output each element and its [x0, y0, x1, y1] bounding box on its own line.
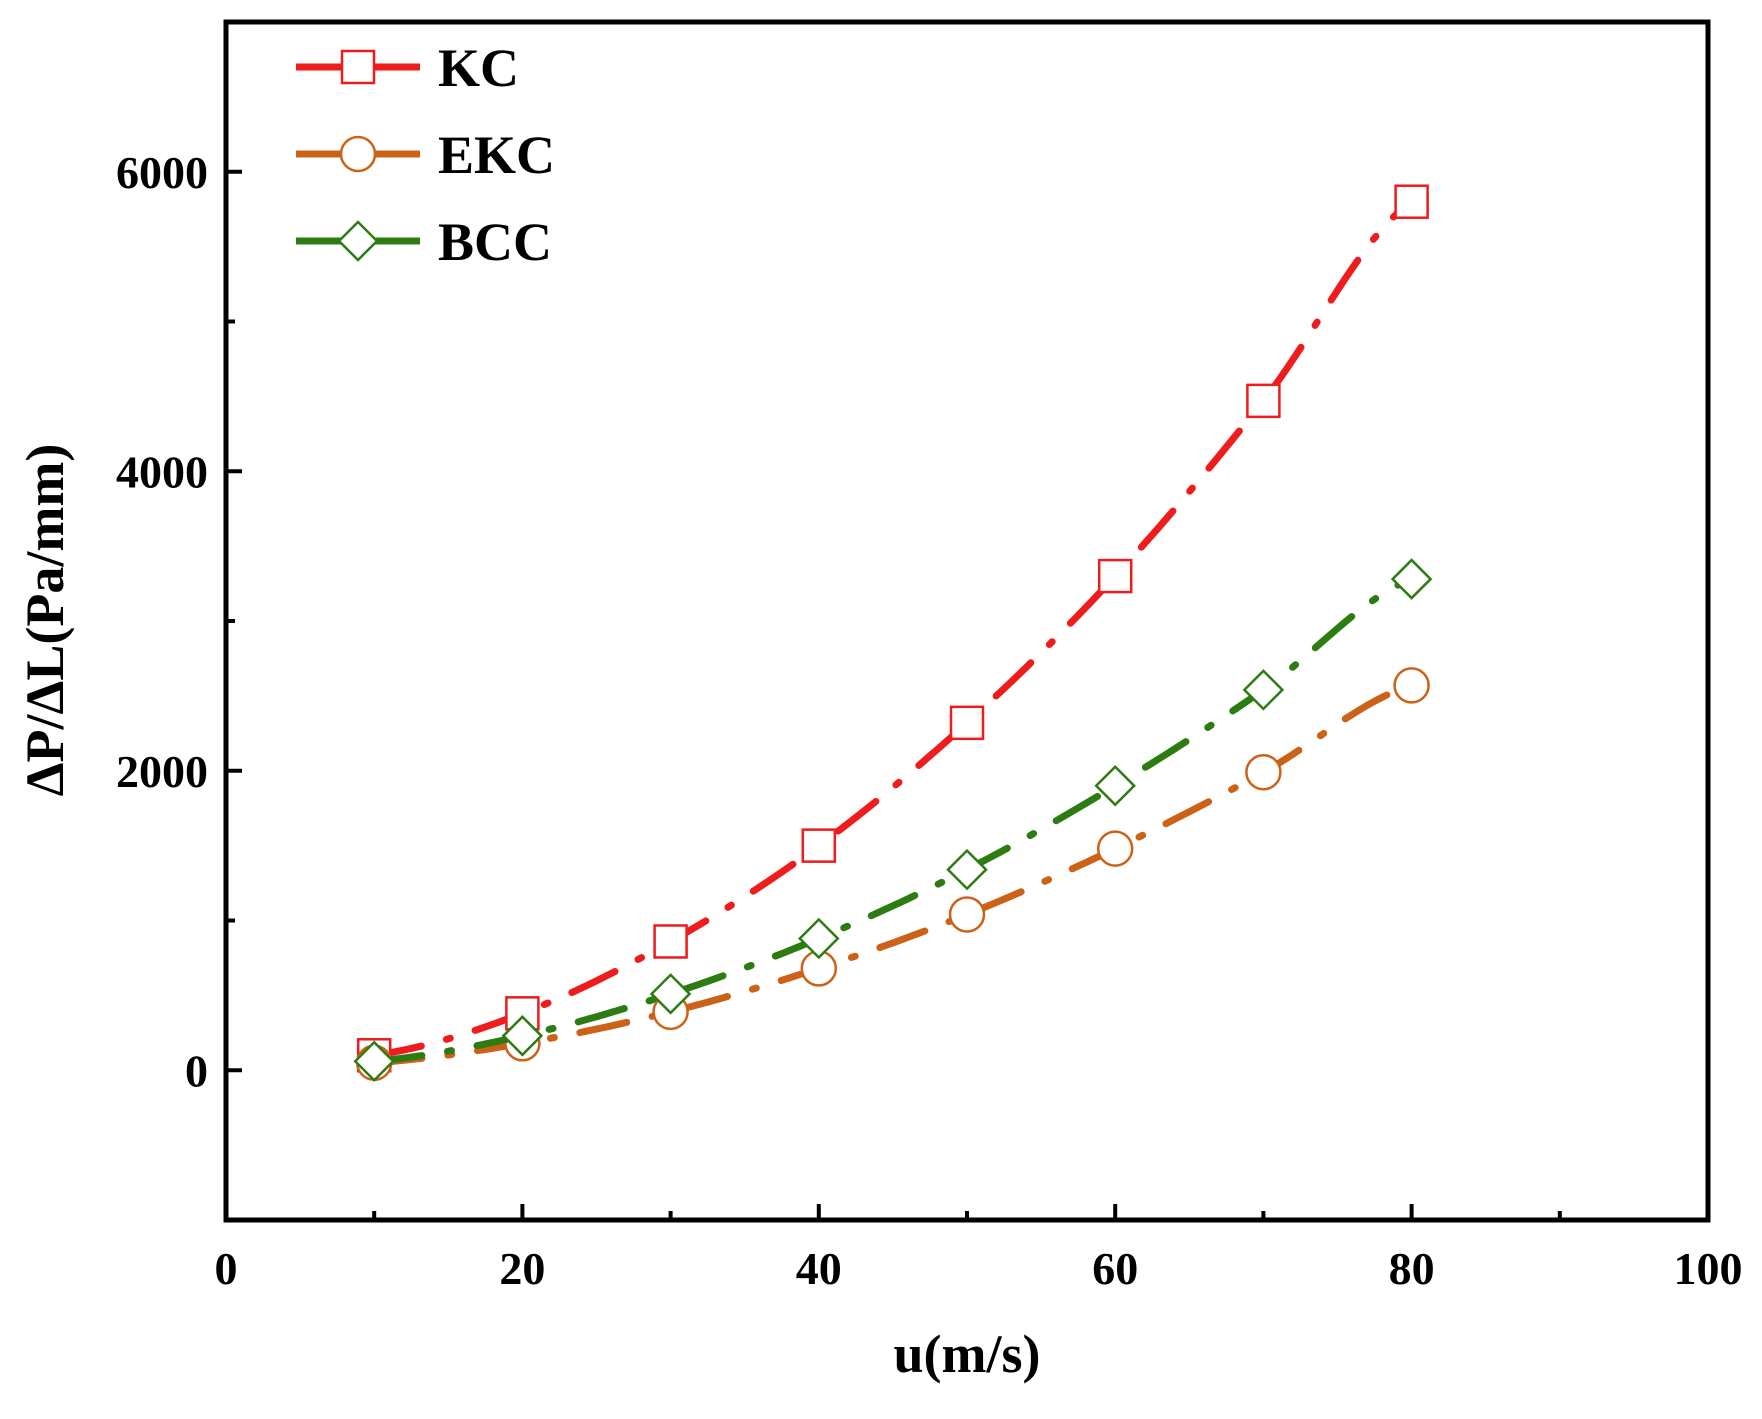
series-line-kc — [370, 198, 1416, 1059]
data-point-ekc — [948, 896, 986, 933]
y-tick-label: 2000 — [116, 746, 208, 797]
y-tick-label: 0 — [185, 1045, 208, 1096]
x-axis-title: u(m/s) — [894, 1324, 1041, 1384]
x-tick-label: 80 — [1389, 1243, 1435, 1294]
series-kc — [356, 184, 1429, 1073]
data-point-bcc — [798, 917, 840, 960]
y-tick-label: 6000 — [116, 147, 208, 198]
x-tick-label: 100 — [1674, 1243, 1743, 1294]
data-point-ekc — [1245, 753, 1282, 791]
data-point-bcc — [501, 1015, 544, 1057]
data-point-kc — [801, 828, 837, 863]
data-point-kc — [1246, 383, 1281, 419]
data-point-bcc — [1390, 558, 1433, 600]
data-point-kc — [1097, 558, 1133, 594]
series-line-bcc — [370, 575, 1416, 1065]
legend-item-ekc: EKC — [296, 125, 555, 185]
data-point-bcc — [1094, 764, 1136, 807]
series-bcc — [353, 558, 1433, 1083]
legend-marker-kc — [340, 49, 376, 85]
data-point-kc — [1394, 184, 1429, 219]
axis-ticks — [224, 20, 1710, 1222]
data-point-bcc — [353, 1040, 395, 1083]
data-point-ekc — [1393, 667, 1430, 704]
legend-marker-ekc — [339, 135, 377, 173]
data-point-kc — [653, 924, 688, 959]
data-point-ekc — [1096, 830, 1134, 867]
data-point-bcc — [946, 848, 988, 891]
legend-label-ekc: EKC — [438, 125, 555, 185]
y-axis-title: ΔP/ΔL(Pa/mm) — [15, 444, 75, 797]
x-tick-label: 40 — [796, 1243, 842, 1294]
legend: KC EKC BCC — [296, 38, 555, 272]
legend-item-bcc: BCC — [296, 212, 552, 272]
legend-label-kc: KC — [438, 38, 519, 98]
data-point-bcc — [1242, 669, 1285, 711]
x-tick-label: 0 — [215, 1243, 238, 1294]
data-point-bcc — [649, 973, 692, 1015]
x-tick-label: 60 — [1092, 1243, 1138, 1294]
y-tick-label: 4000 — [116, 446, 208, 497]
x-tick-label: 20 — [499, 1243, 545, 1294]
plot-series — [353, 184, 1433, 1083]
legend-item-kc: KC — [296, 38, 519, 98]
series-line-ekc — [370, 681, 1416, 1067]
legend-label-bcc: BCC — [438, 212, 552, 272]
axis-tick-labels: 0 20 40 60 80 100 0 2000 4000 6000 — [116, 147, 1743, 1294]
data-point-kc — [949, 705, 985, 741]
legend-marker-bcc — [337, 220, 379, 262]
